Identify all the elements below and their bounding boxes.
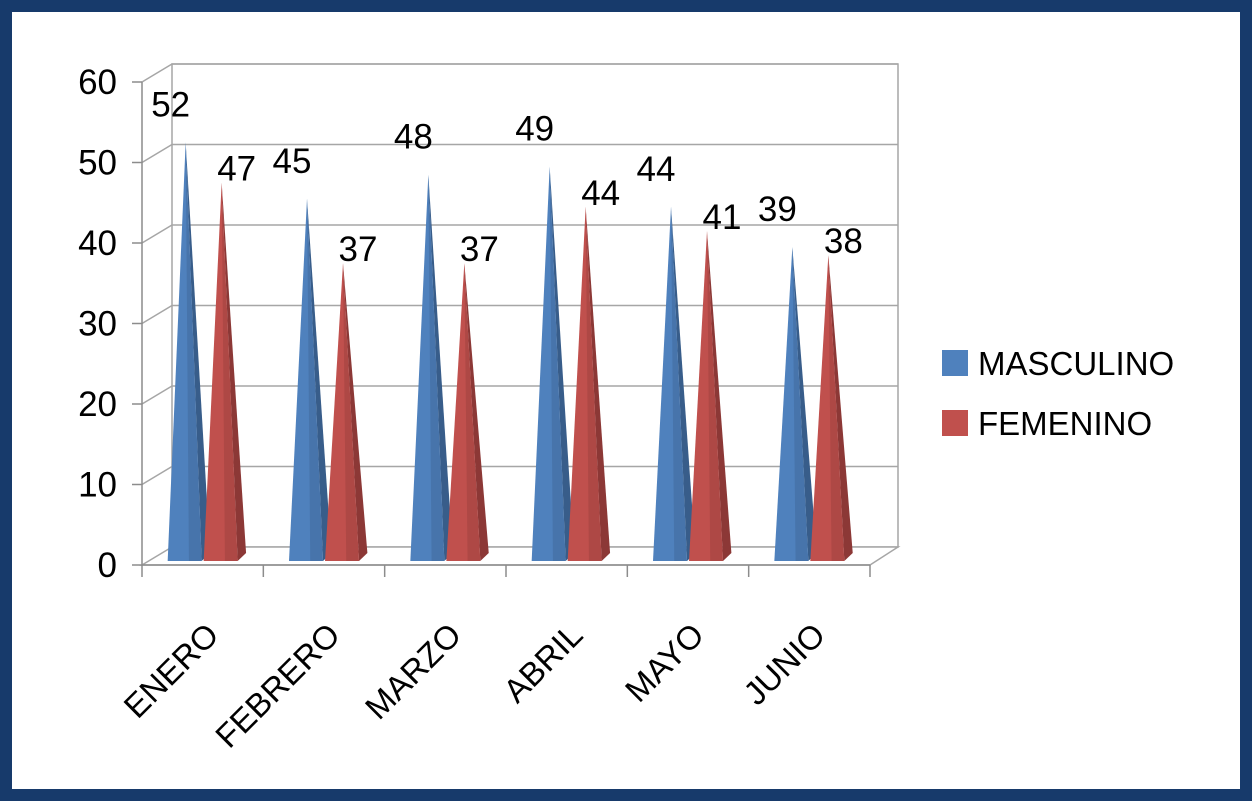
cone-face (410, 174, 445, 561)
cone-side (185, 142, 211, 561)
y-axis-tick-labels: 0 10 20 30 40 50 60 (78, 63, 117, 585)
cone-masculino-mayo (653, 206, 696, 562)
gridline (141, 385, 898, 405)
data-cones (167, 142, 853, 562)
x-tick-label-junio: JUNIO (736, 616, 832, 712)
cone-face (531, 166, 566, 562)
legend-label: MASCULINO (978, 345, 1174, 382)
cone-shade (343, 263, 359, 561)
cone-masculino-enero (167, 142, 211, 561)
cone-shade (185, 142, 202, 561)
cone-femenino-marzo (446, 263, 489, 561)
cone-masculino-junio (774, 247, 817, 562)
cone-face (446, 263, 481, 561)
axes (132, 81, 871, 577)
cone-side (221, 182, 247, 561)
cone-masculino-marzo (410, 174, 453, 561)
y-tick-label: 0 (98, 546, 117, 585)
data-label-masculino-junio: 39 (758, 190, 797, 229)
cone-shade (671, 206, 687, 562)
data-label-masculino-marzo: 48 (394, 118, 433, 157)
cone-femenino-enero (203, 182, 247, 561)
x-tick-label-abril: ABRIL (496, 616, 590, 710)
data-label-masculino-abril: 49 (515, 110, 554, 149)
cone-side (549, 166, 575, 562)
cone-face (774, 247, 809, 562)
legend-entry-femenino: FEMENINO (942, 405, 1152, 442)
y-tick-label: 60 (78, 63, 117, 102)
cone-side (671, 206, 696, 562)
data-label-femenino-febrero: 37 (339, 230, 378, 269)
gridline (141, 63, 898, 83)
cone-face (689, 230, 723, 561)
cone-side (307, 198, 332, 561)
cone-bar-chart: 0 10 20 30 40 50 60 52 45 48 49 44 39 47 37 37 44 41 38 E… (78, 63, 1174, 755)
gridline (141, 143, 898, 164)
cone-femenino-abril (567, 206, 611, 562)
legend-swatch (942, 350, 968, 376)
cone-shade (707, 230, 723, 561)
cone-face (203, 182, 238, 561)
data-label-masculino-mayo: 44 (637, 150, 676, 189)
chart-frame: 0 10 20 30 40 50 60 52 45 48 49 44 39 47 37 37 44 41 38 E… (12, 12, 1240, 789)
x-tick-label-marzo: MARZO (358, 616, 468, 726)
cone-shade (464, 263, 481, 561)
x-tick-label-mayo: MAYO (618, 616, 711, 709)
legend: MASCULINO FEMENINO (942, 345, 1174, 442)
cone-side (792, 247, 817, 562)
cone-shade (221, 182, 238, 561)
data-label-femenino-enero: 47 (217, 150, 256, 189)
data-label-masculino-enero: 52 (151, 85, 190, 124)
cone-side (343, 263, 368, 561)
cone-face (567, 206, 602, 562)
cone-side (828, 255, 853, 561)
data-label-masculino-febrero: 45 (273, 142, 312, 181)
cone-shade (585, 206, 602, 562)
cone-masculino-abril (531, 166, 575, 562)
x-tick-label-enero: ENERO (116, 616, 225, 725)
gridline (141, 224, 898, 244)
cone-shade (428, 174, 445, 561)
data-label-femenino-abril: 44 (581, 174, 620, 213)
y-tick-label: 40 (78, 224, 117, 263)
cone-femenino-junio (810, 255, 853, 561)
gridline (141, 304, 898, 325)
cone-femenino-mayo (689, 230, 732, 561)
legend-entry-masculino: MASCULINO (942, 345, 1174, 382)
gridlines (141, 63, 898, 486)
cone-side (707, 230, 732, 561)
cone-face (167, 142, 202, 561)
cone-face (810, 255, 845, 561)
cone-masculino-febrero (289, 198, 332, 561)
y-tick-label: 10 (78, 466, 117, 505)
legend-label: FEMENINO (978, 405, 1152, 442)
legend-swatch (942, 410, 968, 436)
cone-shade (307, 198, 323, 561)
data-labels: 52 45 48 49 44 39 47 37 37 44 41 38 (151, 85, 863, 269)
cone-side (585, 206, 611, 562)
cone-femenino-febrero (325, 263, 368, 561)
cone-side (428, 174, 453, 561)
cone-shade (792, 247, 809, 562)
cone-face (289, 198, 323, 561)
data-label-femenino-marzo: 37 (460, 230, 499, 269)
cone-shade (549, 166, 566, 562)
cone-face (325, 263, 359, 561)
y-tick-label: 20 (78, 385, 117, 424)
y-tick-label: 50 (78, 144, 117, 183)
data-label-femenino-mayo: 41 (703, 198, 742, 237)
data-label-femenino-junio: 38 (824, 222, 863, 261)
cone-side (464, 263, 489, 561)
cone-shade (828, 255, 845, 561)
y-tick-label: 30 (78, 305, 117, 344)
cone-face (653, 206, 687, 562)
x-tick-label-febrero: FEBRERO (208, 616, 347, 755)
